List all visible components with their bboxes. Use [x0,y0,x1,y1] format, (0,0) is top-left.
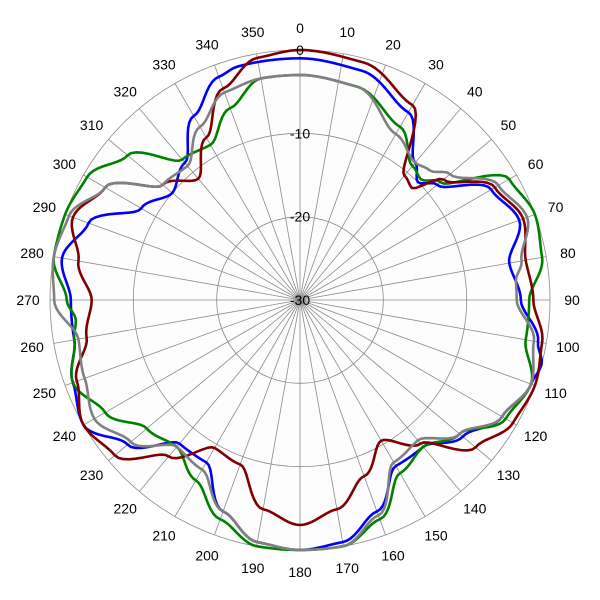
radial-tick-labels: 0 -10 -20 -30 [290,42,310,308]
spoke-110 [299,299,536,386]
ring--20 [216,216,384,384]
radial-tick-label: -10 [290,125,310,141]
spoke-280 [53,256,301,301]
spoke-320 [138,108,301,301]
spoke-240 [83,299,301,426]
series-line-4 [51,73,536,552]
angle-label-210: 210 [152,528,176,544]
angle-label-140: 140 [463,500,487,516]
angle-label-130: 130 [497,467,521,483]
spoke-80 [299,256,547,301]
angle-label-340: 340 [195,36,219,52]
angle-label-120: 120 [524,428,548,444]
spoke-350 [256,53,301,301]
angle-label-60: 60 [528,156,544,172]
angle-label-260: 260 [20,339,44,355]
angle-label-150: 150 [424,528,448,544]
spoke-20 [299,64,386,301]
spoke-50 [299,138,492,301]
angle-label-300: 300 [53,156,77,172]
spoke-310 [108,138,301,301]
angle-label-220: 220 [114,500,138,516]
angle-label-50: 50 [501,117,517,133]
spoke-300 [83,174,301,301]
spoke-160 [299,299,386,536]
spoke-120 [299,299,517,426]
angle-label-20: 20 [385,36,401,52]
ring--10 [132,132,468,468]
spoke-30 [299,83,426,301]
angle-label-30: 30 [428,56,444,72]
spoke-190 [256,299,301,547]
angle-label-90: 90 [564,292,580,308]
angle-label-80: 80 [560,245,576,261]
spoke-330 [174,83,301,301]
spoke-230 [108,299,301,462]
angle-label-250: 250 [33,385,57,401]
angle-label-310: 310 [80,117,104,133]
angle-label-100: 100 [556,339,580,355]
angle-label-190: 190 [241,560,265,576]
spoke-260 [53,299,301,344]
radial-tick-label: 0 [296,42,304,58]
angle-label-40: 40 [467,84,483,100]
angle-label-230: 230 [80,467,104,483]
spoke-250 [64,299,301,386]
angle-label-350: 350 [241,24,265,40]
spoke-10 [299,53,344,301]
angle-label-290: 290 [33,199,57,215]
angle-label-240: 240 [53,428,77,444]
radial-tick-label: -20 [290,209,310,225]
series-layer [51,48,544,552]
spoke-340 [214,64,301,301]
spoke-200 [214,299,301,536]
angle-label-270: 270 [16,292,40,308]
radial-tick-label: -30 [290,292,310,308]
spoke-150 [299,299,426,517]
angle-label-170: 170 [336,560,360,576]
angle-label-70: 70 [548,199,564,215]
angular-tick-labels: 0 10 20 30 40 50 60 70 80 90 100 110 120 130 140 150 160… [16,20,580,580]
angle-label-320: 320 [114,84,138,100]
spoke-140 [299,299,462,492]
angle-label-180: 180 [288,564,312,580]
angle-label-110: 110 [544,385,567,401]
spoke-100 [299,299,547,344]
spoke-40 [299,108,462,301]
spoke-60 [299,174,517,301]
angle-label-280: 280 [20,245,44,261]
angle-label-160: 160 [381,548,405,564]
angle-label-330: 330 [152,56,176,72]
angular-gridlines [50,50,550,550]
angle-label-200: 200 [195,548,219,564]
angle-label-0: 0 [296,20,304,36]
spoke-170 [299,299,344,547]
angle-label-10: 10 [339,24,355,40]
spoke-70 [299,214,536,301]
spoke-290 [64,214,301,301]
spoke-220 [138,299,301,492]
